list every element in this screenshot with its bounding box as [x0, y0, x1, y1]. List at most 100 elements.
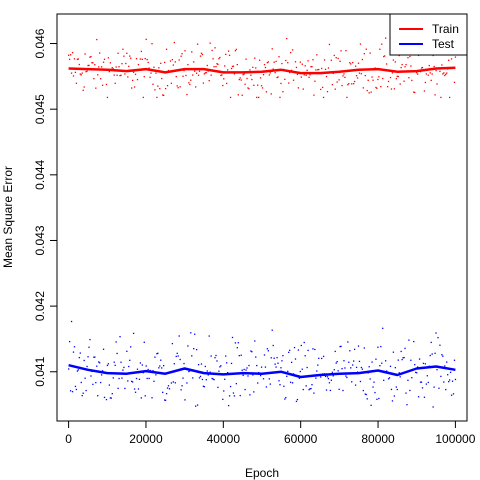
train-point	[152, 83, 154, 85]
test-point	[81, 394, 83, 397]
test-point	[172, 381, 174, 383]
train-point	[81, 72, 83, 74]
train-point	[351, 83, 353, 85]
train-point	[311, 65, 313, 68]
test-point	[411, 377, 413, 379]
train-point	[253, 84, 255, 86]
test-point	[193, 348, 195, 350]
train-point	[140, 50, 143, 53]
train-point	[87, 64, 89, 67]
train-point	[102, 61, 105, 63]
train-point	[175, 75, 177, 78]
test-point	[432, 406, 434, 408]
test-point	[410, 359, 412, 361]
train-point	[80, 74, 82, 76]
train-point	[212, 58, 214, 60]
test-point	[76, 370, 79, 372]
test-point	[345, 375, 347, 377]
test-point	[196, 404, 199, 406]
test-point	[385, 370, 388, 372]
train-point	[206, 64, 208, 67]
test-point	[230, 362, 233, 365]
legend-label-test: Test	[432, 37, 455, 51]
train-point	[448, 96, 451, 99]
test-point	[355, 366, 358, 369]
train-point	[292, 79, 295, 81]
test-point	[439, 344, 441, 346]
train-point	[276, 76, 278, 79]
train-point	[269, 72, 271, 74]
test-point	[303, 341, 305, 344]
train-point	[330, 59, 333, 61]
train-point	[114, 82, 116, 85]
train-point	[340, 50, 342, 52]
train-point	[96, 38, 98, 41]
train-point	[73, 58, 76, 60]
train-point	[251, 78, 253, 81]
test-point	[348, 361, 350, 363]
train-point	[308, 76, 310, 78]
train-point	[271, 48, 273, 50]
train-point	[291, 49, 294, 51]
train-point	[233, 73, 236, 75]
train-point	[404, 66, 406, 68]
train-point	[391, 72, 394, 74]
test-point	[454, 378, 457, 381]
train-point	[265, 91, 268, 93]
train-point	[83, 86, 85, 88]
test-point	[151, 397, 153, 399]
test-point	[268, 378, 270, 380]
train-point	[137, 64, 140, 66]
test-point	[137, 388, 140, 390]
test-point	[154, 356, 156, 358]
y-tick-label: 0.042	[33, 291, 47, 321]
test-point	[255, 356, 257, 358]
train-point	[74, 71, 77, 74]
train-point	[147, 61, 149, 64]
train-point	[158, 67, 160, 69]
test-point	[438, 387, 440, 389]
train-point	[296, 73, 299, 76]
train-point	[439, 70, 441, 72]
test-point	[147, 368, 149, 371]
test-point	[287, 370, 289, 372]
train-point	[344, 76, 346, 79]
train-point	[132, 71, 135, 73]
train-point	[384, 37, 387, 39]
test-point	[339, 345, 341, 348]
train-point	[131, 79, 134, 82]
test-point	[237, 342, 239, 344]
train-point	[365, 48, 367, 50]
test-point	[130, 346, 132, 348]
test-point	[138, 378, 141, 380]
test-point	[166, 387, 169, 389]
test-point	[449, 371, 452, 374]
train-point	[327, 67, 330, 69]
train-point	[331, 83, 333, 86]
test-point	[200, 363, 203, 365]
test-point	[374, 391, 376, 394]
test-point	[134, 391, 137, 393]
train-point	[116, 74, 118, 76]
test-point	[143, 341, 145, 343]
x-tick-label: 0	[65, 432, 72, 446]
train-point	[379, 48, 381, 50]
test-point	[204, 365, 206, 368]
test-point	[167, 385, 170, 387]
train-point	[286, 37, 288, 40]
train-point	[342, 75, 344, 77]
test-point	[347, 341, 349, 343]
test-point	[136, 368, 139, 370]
test-point	[225, 355, 227, 357]
train-point	[208, 79, 210, 82]
train-point	[225, 53, 227, 55]
test-point	[350, 367, 352, 369]
train-point	[89, 56, 91, 58]
train-point	[128, 65, 130, 68]
y-tick-label: 0.044	[33, 159, 47, 189]
train-point	[281, 62, 283, 65]
test-point	[453, 359, 456, 361]
test-point	[165, 393, 168, 395]
plot-frame	[56, 13, 468, 422]
train-point	[353, 83, 355, 85]
